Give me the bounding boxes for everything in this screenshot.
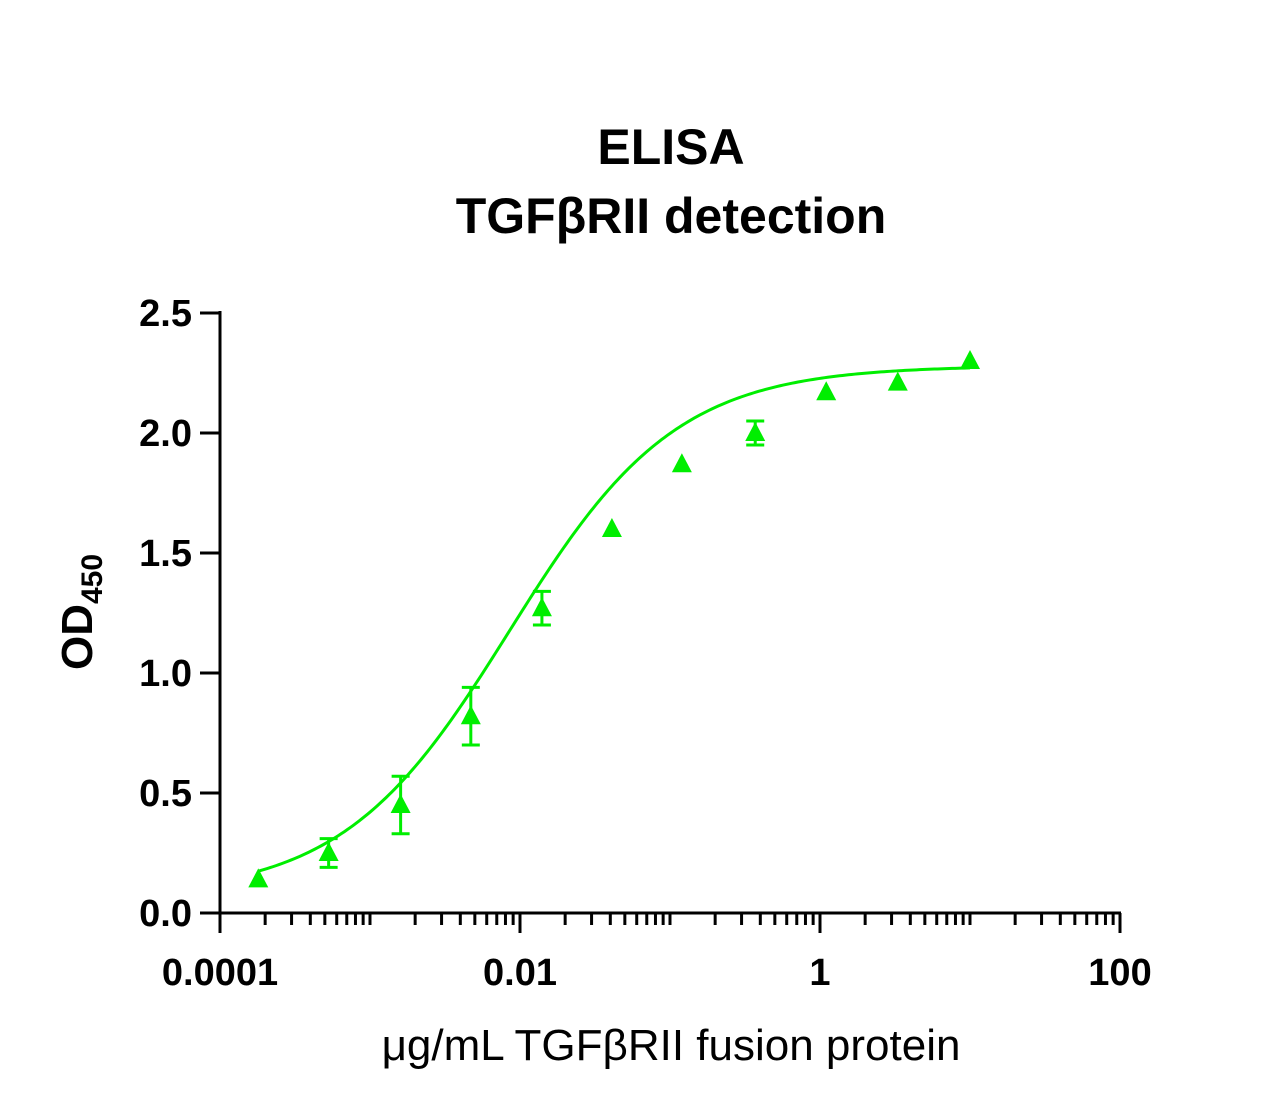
data-point: [601, 518, 622, 537]
x-tick-label: 1: [809, 952, 830, 994]
data-point: [531, 597, 552, 617]
x-tick-label: 0.01: [483, 952, 557, 994]
axes: [218, 311, 1121, 915]
data-point: [816, 381, 837, 401]
y-tick-label: 1.5: [139, 533, 192, 575]
x-tick-label: 100: [1088, 952, 1151, 994]
data-point: [460, 705, 481, 725]
y-axis-label-main: OD: [53, 604, 102, 670]
chart-title-line-2: TGFβRII detection: [456, 188, 887, 244]
y-tick-label: 0.5: [139, 773, 192, 815]
fit-curve: [257, 366, 971, 873]
data-point: [745, 422, 766, 441]
chart-title-line-1: ELISA: [597, 119, 744, 175]
data-point: [671, 453, 692, 473]
x-ticks: 0.0001 0.01 1 100: [162, 913, 1152, 994]
data-point: [248, 868, 269, 888]
data-point: [960, 350, 980, 369]
y-axis-label-subscript: 450: [76, 554, 109, 604]
data-points: [248, 350, 980, 888]
x-tick-label: 0.0001: [162, 952, 278, 994]
data-point: [887, 371, 908, 391]
y-tick-label: 1.0: [139, 653, 192, 695]
y-tick-label: 2.5: [139, 293, 192, 335]
error-bars: [319, 419, 765, 869]
data-point: [390, 794, 411, 813]
x-axis-label: μg/mL TGFβRII fusion protein: [382, 1021, 961, 1070]
y-tick-label: 2.0: [139, 413, 192, 455]
data-point: [318, 842, 339, 861]
y-tick-label: 0.0: [139, 893, 192, 935]
y-ticks: 0.0 0.5 1.0 1.5 2.0 2.5: [139, 293, 220, 935]
y-axis-label: OD450: [53, 554, 109, 670]
fit-curve-path: [257, 366, 971, 873]
